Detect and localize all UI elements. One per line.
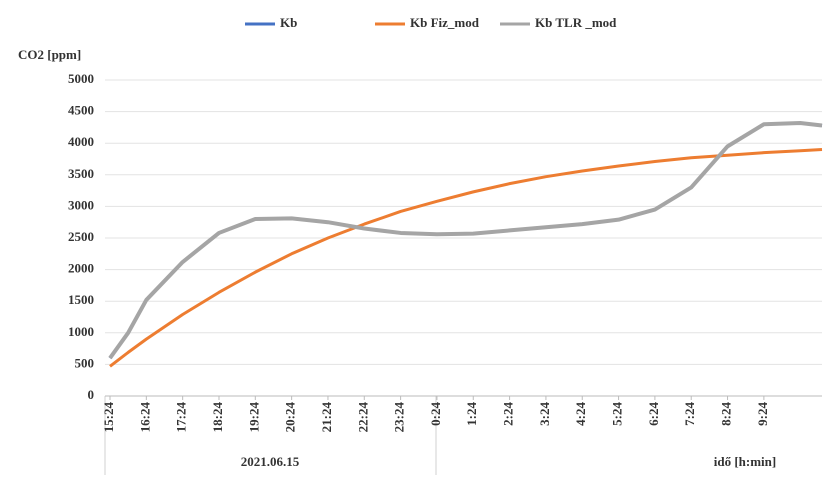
- x-tick-label: 21:24: [319, 402, 334, 433]
- x-tick-label: 23:24: [392, 402, 407, 433]
- y-tick-label: 3000: [68, 197, 94, 212]
- x-tick-label: 15:24: [101, 402, 116, 433]
- group-label: idő [h:min]: [714, 454, 776, 469]
- y-tick-label: 1000: [68, 324, 94, 339]
- x-tick-label: 2:24: [501, 402, 516, 426]
- x-tick-label: 16:24: [137, 402, 152, 433]
- x-tick-label: 3:24: [537, 402, 552, 426]
- x-tick-label: 19:24: [246, 402, 261, 433]
- y-tick-label: 4500: [68, 103, 94, 118]
- x-tick-label: 20:24: [283, 402, 298, 433]
- y-tick-label: 0: [88, 387, 95, 402]
- y-tick-label: 500: [75, 355, 95, 370]
- y-tick-label: 2500: [68, 229, 94, 244]
- x-tick-label: 22:24: [355, 402, 370, 433]
- y-tick-label: 1500: [68, 292, 94, 307]
- legend-label: Kb TLR _mod: [535, 15, 617, 30]
- x-tick-label: 18:24: [210, 402, 225, 433]
- series-line: [108, 120, 823, 360]
- x-tick-label: 9:24: [755, 402, 770, 426]
- x-tick-label: 5:24: [610, 402, 625, 426]
- x-tick-label: 0:24: [428, 402, 443, 426]
- group-label: 2021.06.15: [241, 454, 300, 469]
- y-tick-label: 4000: [68, 134, 94, 149]
- x-tick-label: 1:24: [464, 402, 479, 426]
- series-line: [109, 148, 823, 368]
- y-tick-label: 2000: [68, 261, 94, 276]
- x-tick-label: 7:24: [682, 402, 697, 426]
- y-tick-label: 3500: [68, 166, 94, 181]
- y-axis-label: CO2 [ppm]: [18, 47, 81, 62]
- y-tick-label: 5000: [68, 71, 94, 86]
- x-tick-label: 8:24: [719, 402, 734, 426]
- x-tick-label: 17:24: [174, 402, 189, 433]
- x-tick-label: 4:24: [573, 402, 588, 426]
- legend-label: Kb Fiz_mod: [410, 15, 480, 30]
- legend-label: Kb: [280, 15, 297, 30]
- x-tick-label: 6:24: [646, 402, 661, 426]
